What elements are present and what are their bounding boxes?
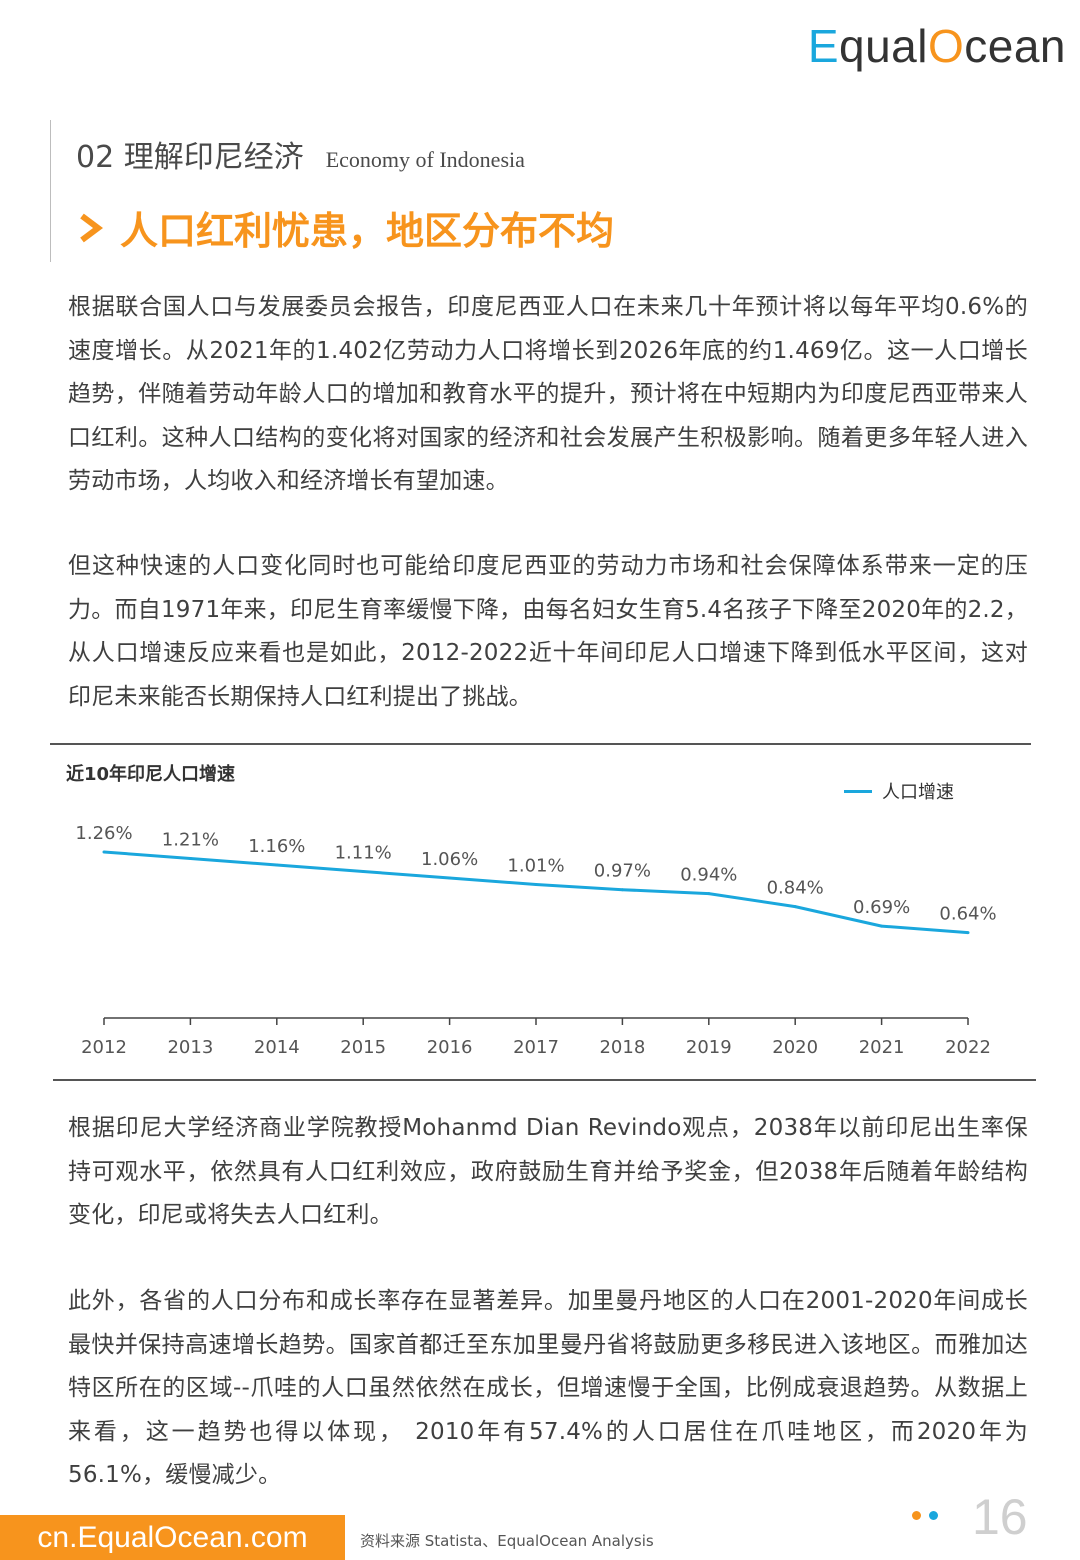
chart-legend: 人口增速 [844, 778, 954, 804]
data-point [361, 870, 365, 873]
data-label: 1.16% [248, 836, 305, 857]
data-label: 0.69% [853, 897, 910, 918]
data-point [880, 924, 884, 928]
paragraph-1: 根据联合国人口与发展委员会报告，印度尼西亚人口在未来几十年预计将以每年平均0.6… [68, 294, 1028, 494]
data-point [966, 931, 970, 935]
chart-bottom-rule [53, 1079, 1036, 1081]
x-tick-label: 2019 [686, 1037, 732, 1058]
x-tick-label: 2014 [254, 1037, 300, 1058]
x-tick-label: 2018 [599, 1037, 645, 1058]
section-divider [50, 120, 51, 262]
section-title-en: Economy of Indonesia [325, 147, 525, 172]
x-tick-label: 2017 [513, 1037, 559, 1058]
x-tick-label: 2016 [427, 1037, 473, 1058]
data-point [534, 883, 538, 886]
data-point [102, 850, 106, 854]
data-label: 0.97% [594, 861, 651, 882]
x-tick-label: 2021 [859, 1037, 905, 1058]
headline: 人口红利忧患，地区分布不均 [76, 200, 614, 255]
headline-text: 人口红利忧患，地区分布不均 [120, 209, 615, 253]
logo-text-1: qual [839, 20, 928, 72]
x-tick-label: 2020 [772, 1037, 818, 1058]
page-number: 16 [972, 1489, 1028, 1545]
data-point [275, 863, 279, 867]
data-point [793, 905, 797, 909]
data-label: 0.94% [680, 865, 737, 886]
population-growth-chart: 2012 2013 2014 2015 2016 2017 2018 2019 2020 2021… [75, 823, 996, 1058]
logo-o-mark: O [927, 20, 965, 72]
x-tick-label: 2015 [340, 1037, 386, 1058]
legend-swatch [844, 789, 872, 793]
footer-site-link[interactable]: cn.EqualOcean.com [0, 1515, 345, 1560]
chart-title: 近10年印尼人口增速 [66, 764, 236, 785]
data-label: 1.06% [421, 849, 478, 870]
footer-source: 资料来源 Statista、EqualOcean Analysis [360, 1532, 654, 1550]
data-point [188, 857, 192, 860]
data-point [448, 876, 452, 880]
data-label: 1.01% [507, 856, 564, 877]
data-label: 0.84% [767, 878, 824, 899]
data-point [620, 888, 624, 892]
equalocean-logo: E qual O cean [808, 18, 1066, 74]
section-title-cn: 02 理解印尼经济 [76, 140, 304, 175]
logo-e-mark: E [807, 20, 839, 72]
chevron-right-icon [80, 213, 103, 242]
data-label: 1.21% [162, 830, 219, 851]
paragraph-4: 此外，各省的人口分布和成长率存在显著差异。加里曼丹地区的人口在2001-2020… [68, 1288, 1028, 1488]
paragraph-2: 但这种快速的人口变化同时也可能给印度尼西亚的劳动力市场和社会保障体系带来一定的压… [68, 553, 1028, 710]
section-title: 02 理解印尼经济 Economy of Indonesia [76, 132, 525, 176]
data-label: 1.11% [335, 843, 392, 864]
legend-label: 人口增速 [882, 782, 954, 803]
data-label: 1.26% [75, 823, 132, 844]
dot-orange [912, 1511, 921, 1520]
paragraph-3: 根据印尼大学经济商业学院教授Mohanmd Dian Revindo观点，203… [68, 1115, 1028, 1228]
data-point [707, 892, 711, 896]
x-tick-label: 2022 [945, 1037, 991, 1058]
x-tick-label: 2012 [81, 1037, 127, 1058]
dot-blue [929, 1511, 938, 1520]
page-dots [912, 1511, 946, 1520]
data-label: 0.64% [939, 904, 996, 925]
x-tick-label: 2013 [167, 1037, 213, 1058]
logo-text-2: cean [964, 20, 1066, 72]
chart-top-rule [50, 743, 1031, 745]
